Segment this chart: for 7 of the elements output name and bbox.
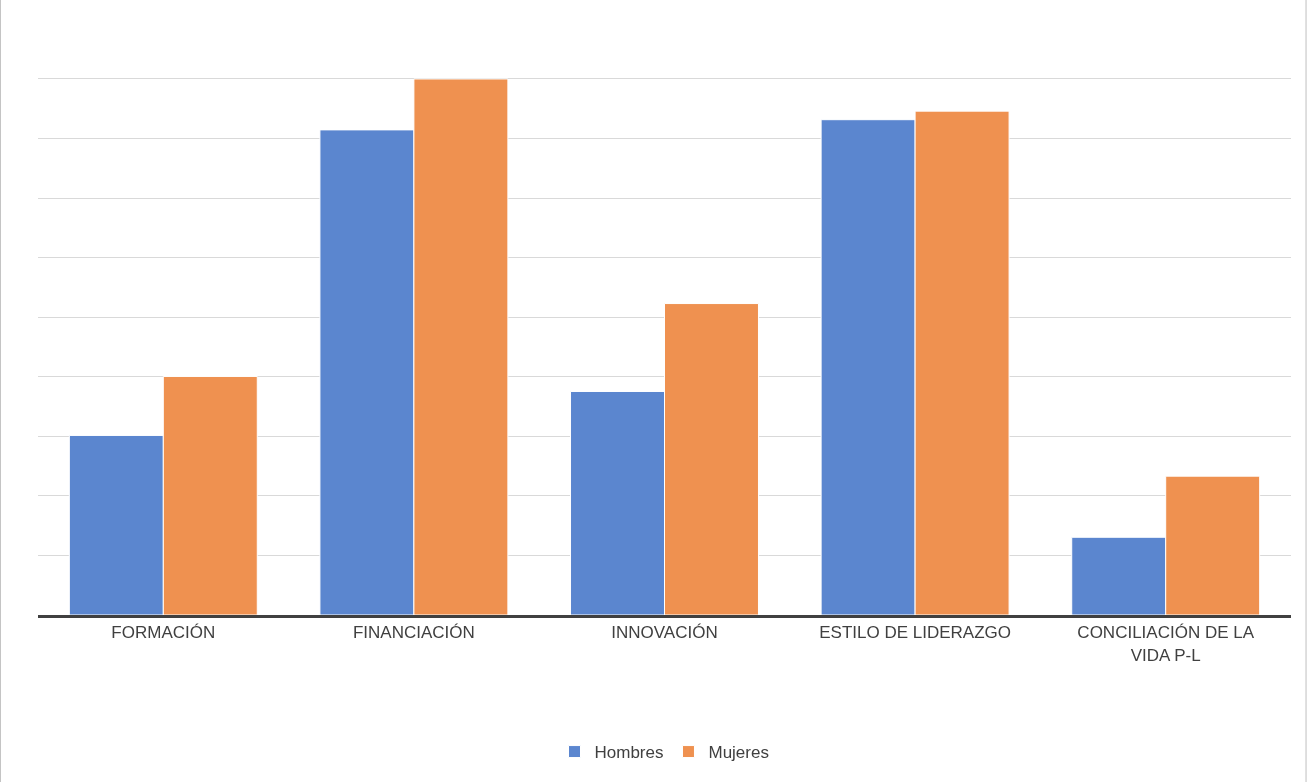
x-tick-label: CONCILIACIÓN DE LA VIDA P-L: [1077, 623, 1255, 665]
legend-label: Mujeres: [708, 743, 769, 763]
x-tick-label: FORMACIÓN: [111, 623, 216, 643]
x-tick-label: ESTILO DE LIDERAZGO: [819, 623, 1011, 643]
x-tick-label: INNOVACIÓN: [611, 623, 718, 643]
legend-label: Hombres: [594, 743, 664, 763]
x-tick-label: FINANCIACIÓN: [352, 623, 475, 643]
